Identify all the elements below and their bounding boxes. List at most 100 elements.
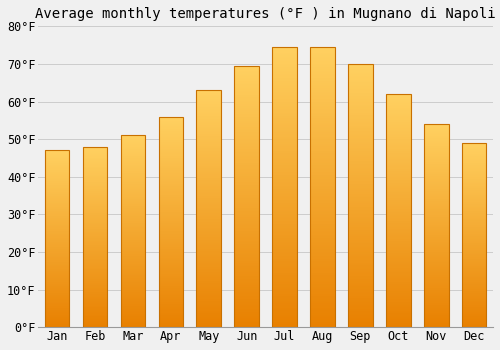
Bar: [310, 288, 335, 289]
Bar: [196, 251, 221, 253]
Bar: [272, 222, 297, 224]
Bar: [310, 253, 335, 254]
Bar: [424, 164, 448, 165]
Bar: [120, 144, 146, 145]
Bar: [45, 286, 70, 287]
Bar: [462, 157, 486, 158]
Bar: [424, 148, 448, 149]
Bar: [424, 247, 448, 248]
Bar: [83, 266, 108, 267]
Bar: [386, 265, 410, 267]
Bar: [45, 319, 70, 320]
Bar: [272, 239, 297, 240]
Bar: [196, 279, 221, 280]
Bar: [348, 308, 372, 309]
Bar: [272, 104, 297, 106]
Bar: [120, 258, 146, 259]
Bar: [120, 197, 146, 198]
Bar: [386, 177, 410, 178]
Bar: [120, 313, 146, 314]
Bar: [83, 300, 108, 301]
Bar: [272, 274, 297, 275]
Bar: [158, 162, 183, 163]
Bar: [158, 153, 183, 154]
Bar: [348, 152, 372, 153]
Bar: [158, 184, 183, 185]
Bar: [158, 267, 183, 268]
Bar: [386, 196, 410, 197]
Bar: [462, 188, 486, 189]
Bar: [158, 154, 183, 155]
Bar: [348, 277, 372, 279]
Bar: [462, 222, 486, 223]
Bar: [462, 265, 486, 266]
Bar: [462, 165, 486, 166]
Bar: [158, 306, 183, 307]
Bar: [462, 161, 486, 162]
Bar: [83, 271, 108, 272]
Bar: [348, 134, 372, 135]
Bar: [196, 152, 221, 153]
Bar: [158, 187, 183, 188]
Bar: [234, 245, 259, 246]
Bar: [462, 304, 486, 305]
Bar: [196, 164, 221, 165]
Bar: [310, 229, 335, 231]
Bar: [348, 270, 372, 271]
Bar: [424, 298, 448, 299]
Bar: [272, 47, 297, 48]
Bar: [120, 201, 146, 202]
Bar: [120, 161, 146, 162]
Bar: [310, 99, 335, 100]
Bar: [310, 54, 335, 55]
Bar: [45, 326, 70, 327]
Bar: [83, 199, 108, 200]
Bar: [120, 318, 146, 320]
Bar: [272, 208, 297, 210]
Bar: [196, 145, 221, 146]
Bar: [310, 236, 335, 238]
Bar: [424, 249, 448, 250]
Bar: [462, 211, 486, 212]
Bar: [45, 292, 70, 293]
Bar: [462, 149, 486, 150]
Bar: [310, 246, 335, 247]
Bar: [120, 199, 146, 201]
Bar: [158, 305, 183, 306]
Bar: [120, 281, 146, 282]
Bar: [386, 200, 410, 201]
Bar: [348, 185, 372, 186]
Bar: [120, 252, 146, 253]
Bar: [234, 325, 259, 326]
Bar: [424, 288, 448, 289]
Bar: [120, 146, 146, 147]
Bar: [158, 266, 183, 267]
Bar: [196, 272, 221, 273]
Bar: [272, 246, 297, 247]
Bar: [424, 289, 448, 290]
Bar: [272, 254, 297, 256]
Bar: [348, 198, 372, 200]
Bar: [462, 213, 486, 214]
Bar: [310, 235, 335, 236]
Bar: [83, 313, 108, 314]
Bar: [310, 166, 335, 168]
Bar: [120, 284, 146, 285]
Bar: [386, 236, 410, 237]
Bar: [424, 293, 448, 294]
Bar: [196, 269, 221, 271]
Bar: [120, 290, 146, 291]
Bar: [234, 256, 259, 257]
Bar: [196, 195, 221, 196]
Bar: [83, 243, 108, 244]
Bar: [196, 289, 221, 290]
Bar: [462, 195, 486, 196]
Bar: [272, 108, 297, 110]
Bar: [310, 299, 335, 301]
Bar: [310, 194, 335, 196]
Bar: [83, 201, 108, 202]
Bar: [234, 262, 259, 263]
Bar: [196, 134, 221, 135]
Bar: [310, 292, 335, 294]
Bar: [158, 241, 183, 242]
